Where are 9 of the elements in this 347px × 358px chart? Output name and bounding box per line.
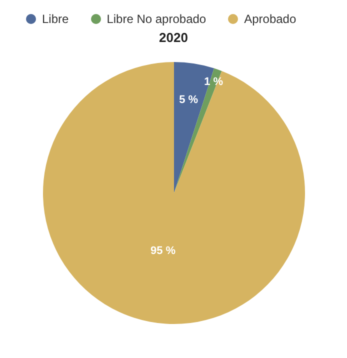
pie-slice: [174, 68, 222, 193]
pie-slice: [43, 62, 305, 324]
legend-label: Libre No aprobado: [106, 12, 206, 26]
pie-slice: [174, 62, 214, 193]
data-label: 95 %: [150, 244, 176, 257]
legend-label: Libre: [42, 12, 69, 26]
data-label: 5 %: [179, 94, 198, 106]
text: 2020: [158, 30, 189, 47]
legend-label: Aprobado: [244, 12, 296, 26]
